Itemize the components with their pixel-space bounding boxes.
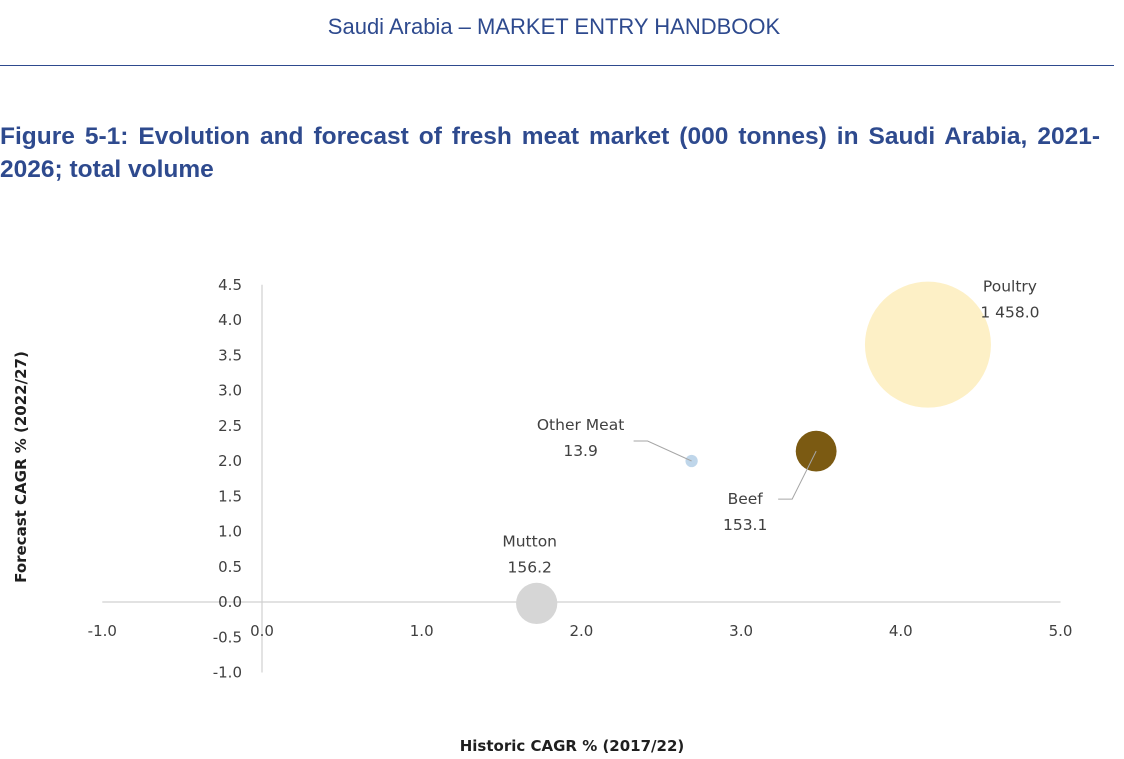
bubble-mutton bbox=[516, 582, 558, 625]
y-tick-label: 3.0 bbox=[218, 382, 242, 400]
figure-caption: Figure 5-1: Evolution and forecast of fr… bbox=[0, 123, 1100, 183]
y-tick-label: 4.0 bbox=[218, 311, 242, 329]
data-label-name-mutton: Mutton bbox=[502, 532, 557, 550]
x-tick-label: 1.0 bbox=[410, 622, 434, 640]
y-tick-label: -0.5 bbox=[213, 628, 242, 646]
y-tick-label: 3.5 bbox=[218, 346, 242, 364]
bubble-poultry bbox=[864, 281, 991, 408]
leader-line-beef bbox=[778, 450, 817, 500]
y-tick-label: 0.0 bbox=[218, 593, 242, 611]
data-label-name-other-meat: Other Meat bbox=[537, 416, 624, 434]
y-tick-label: 1.0 bbox=[218, 523, 242, 541]
data-label-name-poultry: Poultry bbox=[983, 278, 1037, 296]
x-tick-label: 5.0 bbox=[1049, 622, 1073, 640]
x-tick-label: 2.0 bbox=[569, 622, 593, 640]
x-tick-label: -1.0 bbox=[88, 622, 117, 640]
header-divider bbox=[0, 65, 1114, 66]
y-axis-title: Forecast CAGR % (2022/27) bbox=[12, 351, 30, 583]
tick-labels-layer: -1.0 0.0 1.0 2.0 3.0 4.0 5.0 4.5 4.0 3.5 3.0 2.5 2.0… bbox=[88, 276, 1073, 682]
y-tick-label: 1.5 bbox=[218, 487, 242, 505]
bubbles-layer bbox=[516, 281, 991, 625]
leader-lines-layer bbox=[633, 440, 817, 500]
page-header-title: Saudi Arabia – MARKET ENTRY HANDBOOK bbox=[327, 14, 781, 39]
data-label-value-other-meat: 13.9 bbox=[563, 442, 598, 460]
leader-line-other-meat bbox=[633, 440, 692, 462]
axes-layer bbox=[102, 284, 1061, 673]
bubble-beef bbox=[795, 430, 837, 472]
y-tick-label: 2.0 bbox=[218, 452, 242, 470]
data-label-name-beef: Beef bbox=[728, 490, 764, 508]
y-tick-label: 4.5 bbox=[218, 276, 242, 294]
y-tick-label: 0.5 bbox=[218, 558, 242, 576]
x-tick-label: 4.0 bbox=[889, 622, 913, 640]
y-tick-label: -1.0 bbox=[213, 664, 242, 682]
x-axis-title: Historic CAGR % (2017/22) bbox=[460, 737, 685, 755]
data-label-value-mutton: 156.2 bbox=[507, 558, 551, 576]
data-labels-layer: Poultry 1 458.0 Beef 153.1 Other Meat 13.9 Mut… bbox=[502, 278, 1039, 577]
x-tick-label: 3.0 bbox=[729, 622, 753, 640]
data-label-value-beef: 153.1 bbox=[723, 516, 767, 534]
y-tick-label: 2.5 bbox=[218, 417, 242, 435]
data-label-value-poultry: 1 458.0 bbox=[980, 304, 1039, 322]
x-tick-label: 0.0 bbox=[250, 622, 274, 640]
